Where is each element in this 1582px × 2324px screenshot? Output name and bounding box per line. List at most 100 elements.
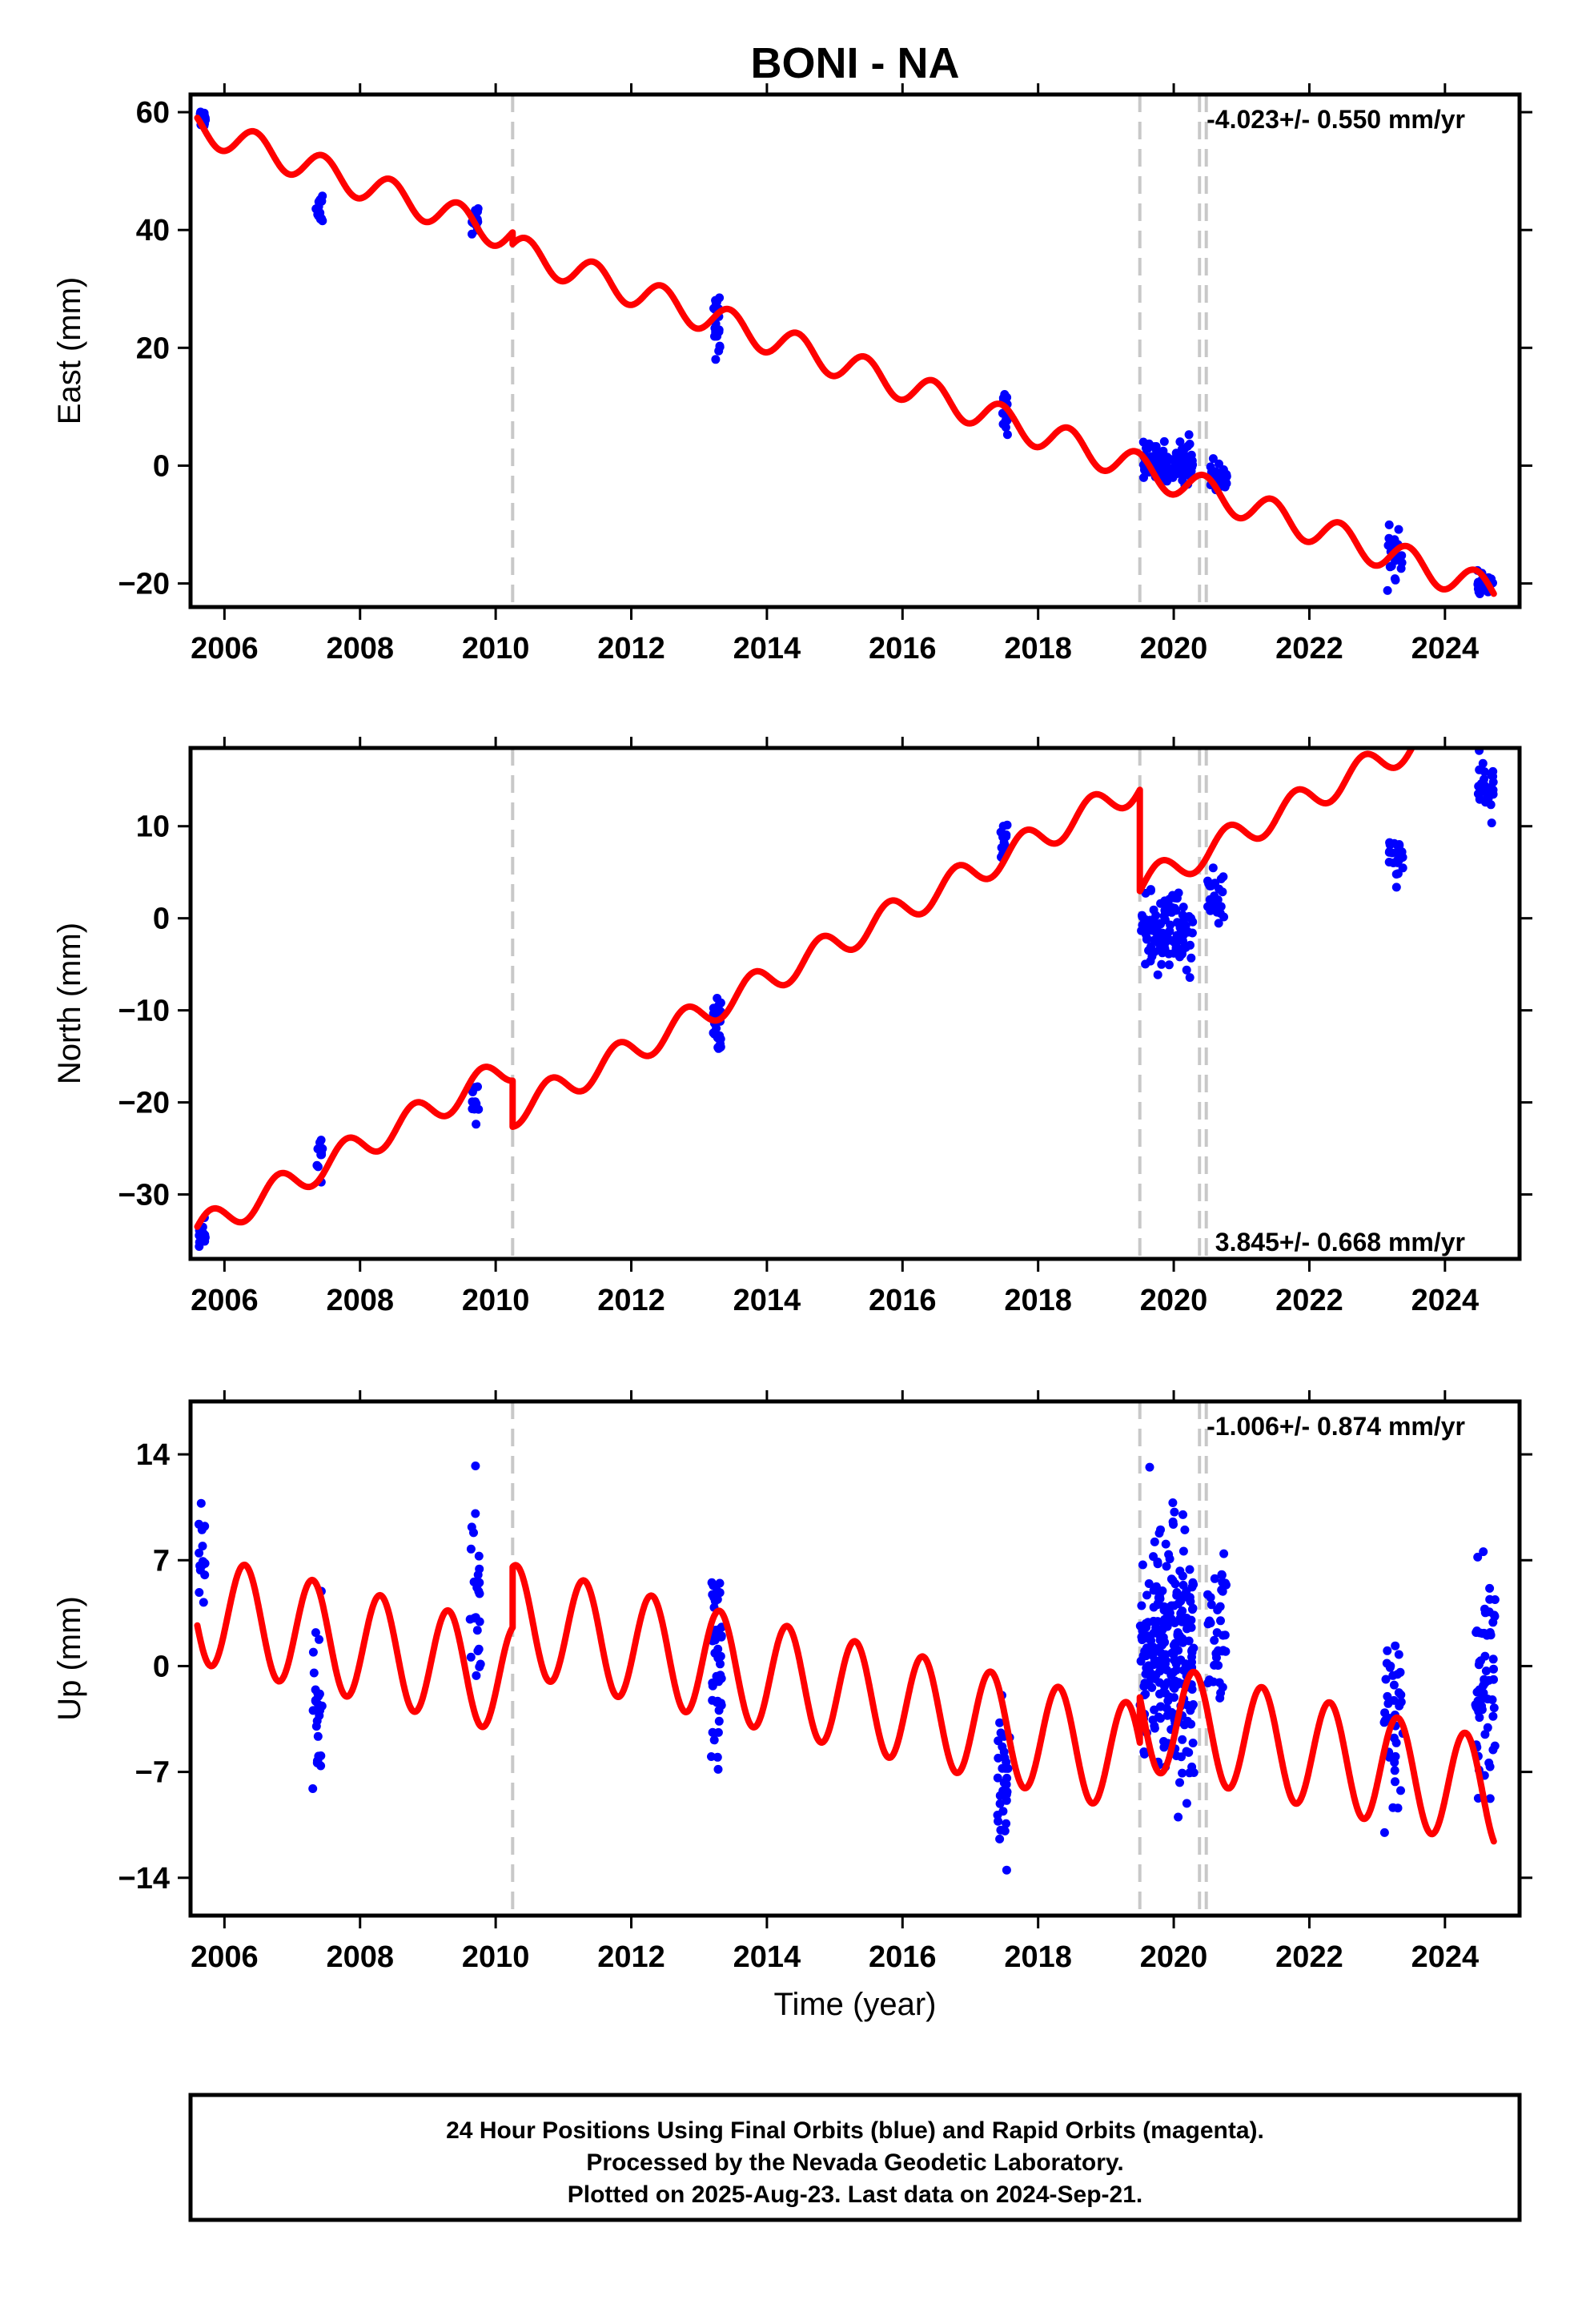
x-tick-label: 2006 — [191, 1284, 259, 1317]
observation-point — [1170, 455, 1179, 464]
observation-point — [1489, 1664, 1498, 1674]
x-axis-label: Time (year) — [774, 1987, 937, 2022]
model-fit-line-north — [194, 748, 1416, 1230]
footer-line-1: 24 Hour Positions Using Final Orbits (bl… — [446, 2117, 1264, 2144]
observation-point — [1391, 883, 1401, 892]
x-tick-label: 2014 — [733, 632, 801, 665]
observation-point — [1487, 818, 1496, 828]
observation-point — [1156, 1714, 1165, 1723]
observation-point — [1153, 970, 1162, 979]
observation-point — [1485, 1762, 1495, 1771]
observation-point — [715, 293, 725, 303]
y-tick-label: −20 — [118, 1087, 170, 1120]
observation-point — [1002, 1819, 1011, 1828]
observation-point — [1156, 899, 1166, 908]
observation-point — [1182, 1700, 1192, 1710]
observation-point — [313, 1162, 323, 1172]
observation-point — [1163, 1696, 1173, 1706]
observation-point — [1138, 1560, 1147, 1570]
x-tick-label: 2024 — [1411, 632, 1480, 665]
y-axis-label-up: Up (mm) — [52, 1596, 87, 1721]
observation-point — [1216, 1616, 1225, 1626]
y-tick-label: −7 — [135, 1756, 170, 1790]
observation-point — [476, 1659, 485, 1669]
observation-point — [717, 1699, 725, 1708]
observation-point — [1169, 1667, 1178, 1677]
observation-point — [1156, 1525, 1165, 1534]
observation-point — [470, 1614, 479, 1623]
observation-point — [993, 1811, 1002, 1819]
observation-point — [473, 1647, 483, 1655]
observation-point — [1208, 454, 1218, 464]
observation-point — [466, 1544, 476, 1554]
x-tick-label: 2012 — [597, 1940, 665, 1974]
observation-point — [1212, 1653, 1221, 1663]
panel-east: −20 0 20 40 60 2006 2008 2010 2012 2014 2016 2018 20… — [52, 83, 1532, 665]
observation-point — [1472, 1626, 1482, 1635]
x-tick-label: 2020 — [1140, 632, 1208, 665]
observation-point — [1178, 1735, 1187, 1744]
observation-point — [1217, 1585, 1227, 1594]
observation-point — [1164, 960, 1174, 970]
observation-point — [1002, 1773, 1012, 1783]
observation-point — [1489, 1703, 1499, 1713]
observation-point — [1489, 1675, 1498, 1684]
observation-point — [1188, 1603, 1198, 1613]
observation-point — [1473, 579, 1483, 589]
observation-point — [1150, 922, 1159, 931]
y-tick-label: −14 — [118, 1862, 170, 1896]
observation-point — [1394, 1650, 1403, 1659]
observation-point — [713, 1031, 722, 1040]
observation-point — [315, 1634, 323, 1644]
observation-point — [467, 1522, 476, 1532]
observation-point — [1178, 476, 1187, 485]
observation-point — [1178, 903, 1188, 912]
observation-point — [713, 1727, 723, 1737]
observation-point — [1218, 887, 1227, 897]
observation-point — [315, 1711, 324, 1720]
observation-point — [713, 1764, 723, 1774]
panel-up: −14 −7 0 7 14 2006 2008 2010 2012 2014 2016 2018 202… — [52, 1390, 1532, 1974]
observation-point — [716, 1671, 725, 1680]
x-tick-label: 2024 — [1411, 1284, 1480, 1317]
y-tick-label: 0 — [153, 449, 170, 483]
observation-point — [313, 1731, 323, 1741]
observation-point — [1175, 952, 1184, 962]
observation-point — [1173, 1630, 1182, 1639]
observation-point — [1178, 1592, 1187, 1602]
observation-point — [1214, 919, 1223, 928]
observation-point — [1218, 466, 1227, 476]
observation-point — [1160, 906, 1170, 915]
observation-point — [1144, 1579, 1154, 1588]
observation-point — [995, 1834, 1005, 1844]
observation-point — [1170, 467, 1179, 476]
observation-point — [199, 1598, 208, 1607]
observation-point — [1187, 456, 1197, 465]
observation-point — [1185, 1565, 1195, 1574]
observation-point — [1490, 1741, 1500, 1751]
observation-point — [1485, 1794, 1495, 1803]
observation-point — [1187, 928, 1197, 938]
observation-point — [1390, 838, 1399, 848]
observation-point — [1178, 1546, 1188, 1556]
observation-point — [998, 1763, 1007, 1773]
observation-point — [1145, 1462, 1154, 1472]
observation-point — [1215, 908, 1225, 918]
observation-point — [1162, 1678, 1172, 1687]
observation-point — [1397, 558, 1407, 568]
observation-point — [709, 1593, 719, 1602]
observation-point — [1383, 1715, 1391, 1724]
plot-area-north — [194, 748, 1498, 1259]
x-tick-label: 2008 — [326, 1940, 394, 1974]
observation-point — [998, 832, 1008, 842]
observation-point — [1214, 1661, 1223, 1671]
observation-point — [316, 1761, 326, 1771]
observation-point — [1218, 476, 1227, 486]
observation-point — [1389, 1680, 1399, 1690]
observation-point — [1481, 1667, 1491, 1675]
observation-point — [1178, 1768, 1187, 1778]
observation-point — [308, 1784, 318, 1793]
observation-point — [311, 204, 321, 214]
observation-point — [998, 1786, 1008, 1795]
observation-point — [1220, 1630, 1230, 1640]
